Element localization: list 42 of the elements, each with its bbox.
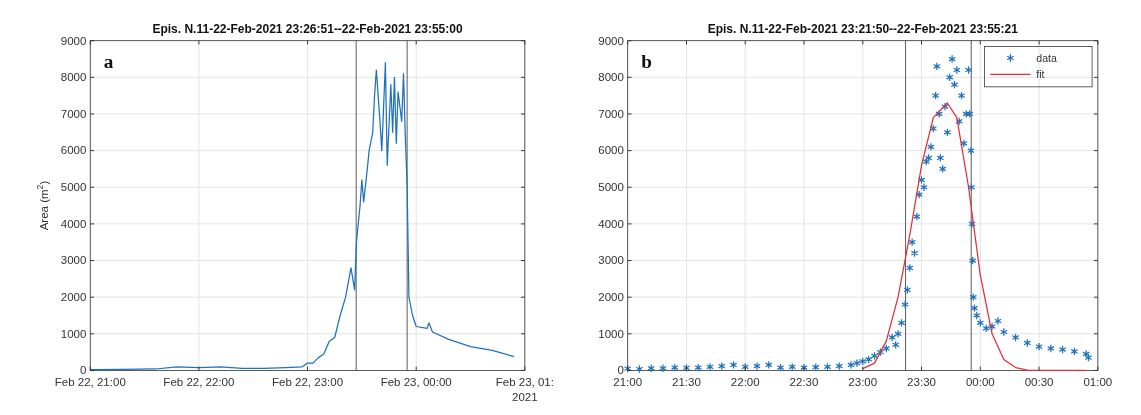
x-tick-label: Feb 23, 00:00	[380, 375, 452, 388]
y-tick-label: 7000	[598, 107, 624, 120]
text: 2021	[512, 391, 538, 404]
x-tick-label: 23:00	[848, 375, 878, 388]
legend-label: fit	[1036, 68, 1045, 81]
y-tick-label: 8000	[60, 71, 87, 84]
y-tick-label: 2000	[60, 291, 87, 304]
x-tick-label: 22:30	[789, 375, 819, 388]
y-tick-label: 1000	[60, 327, 87, 340]
x-tick-label: 00:00	[965, 375, 995, 388]
chart-title: Epis. N.11-22-Feb-2021 23:26:51--22-Feb-2021 23:55:00	[152, 22, 463, 36]
x-tick-label: Feb 22, 22:00	[163, 375, 235, 388]
x-tick-label: Feb 22, 21:00	[54, 375, 126, 388]
y-tick-label: 7000	[60, 107, 87, 120]
x-tick-label: Feb 23, 01:	[495, 375, 554, 388]
chart-title: Epis. N.11-22-Feb-2021 23:21:50--22-Feb-2021 23:55:21	[707, 22, 1019, 36]
x-tick-label: 21:30	[672, 375, 701, 388]
x-tick-label: 21:00	[613, 375, 643, 388]
x-tick-label: 01:00	[1083, 375, 1113, 388]
y-tick-label: 2000	[598, 291, 624, 304]
annotation: b	[641, 50, 652, 72]
y-tick-label: 5000	[598, 181, 624, 194]
y-tick-label: 6000	[598, 144, 624, 157]
y-tick-label: 1000	[598, 327, 624, 340]
y-tick-label: 0	[617, 364, 624, 377]
x-tick-label: Feb 22, 23:00	[272, 375, 344, 388]
y-tick-label: 9000	[598, 34, 624, 47]
y-tick-label: 9000	[60, 34, 87, 47]
y-tick-label: 8000	[598, 71, 624, 84]
y-tick-label: 6000	[60, 144, 87, 157]
x-tick-label: 23:30	[907, 375, 936, 388]
line-series	[862, 102, 1087, 372]
y-tick-label: 4000	[60, 217, 87, 230]
annotation: a	[103, 50, 114, 72]
y-tick-label: 5000	[60, 181, 87, 194]
y-tick-label: 4000	[598, 217, 624, 230]
y-tick-label: 0	[80, 364, 87, 377]
legend-label: data	[1036, 51, 1057, 64]
x-tick-label: 00:30	[1024, 375, 1054, 388]
x-tick-label: 22:00	[730, 375, 760, 388]
y-tick-label: 3000	[598, 254, 624, 267]
y-tick-label: 3000	[60, 254, 87, 267]
